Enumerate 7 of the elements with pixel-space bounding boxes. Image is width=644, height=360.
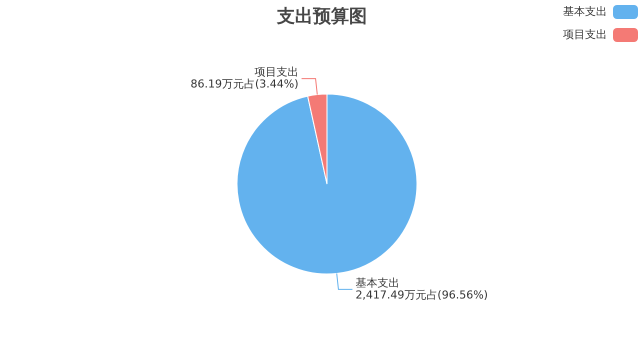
chart-title: 支出预算图 [277, 6, 367, 27]
legend-label: 基本支出 [563, 4, 607, 19]
data-label: 2,417.49万元占(96.56%) [355, 288, 488, 302]
data-label: 86.19万元占(3.44%) [190, 78, 299, 91]
legend-label: 项目支出 [563, 27, 607, 42]
slice-label: 项目支出 [254, 66, 299, 79]
slice-label: 基本支出 [355, 276, 400, 290]
